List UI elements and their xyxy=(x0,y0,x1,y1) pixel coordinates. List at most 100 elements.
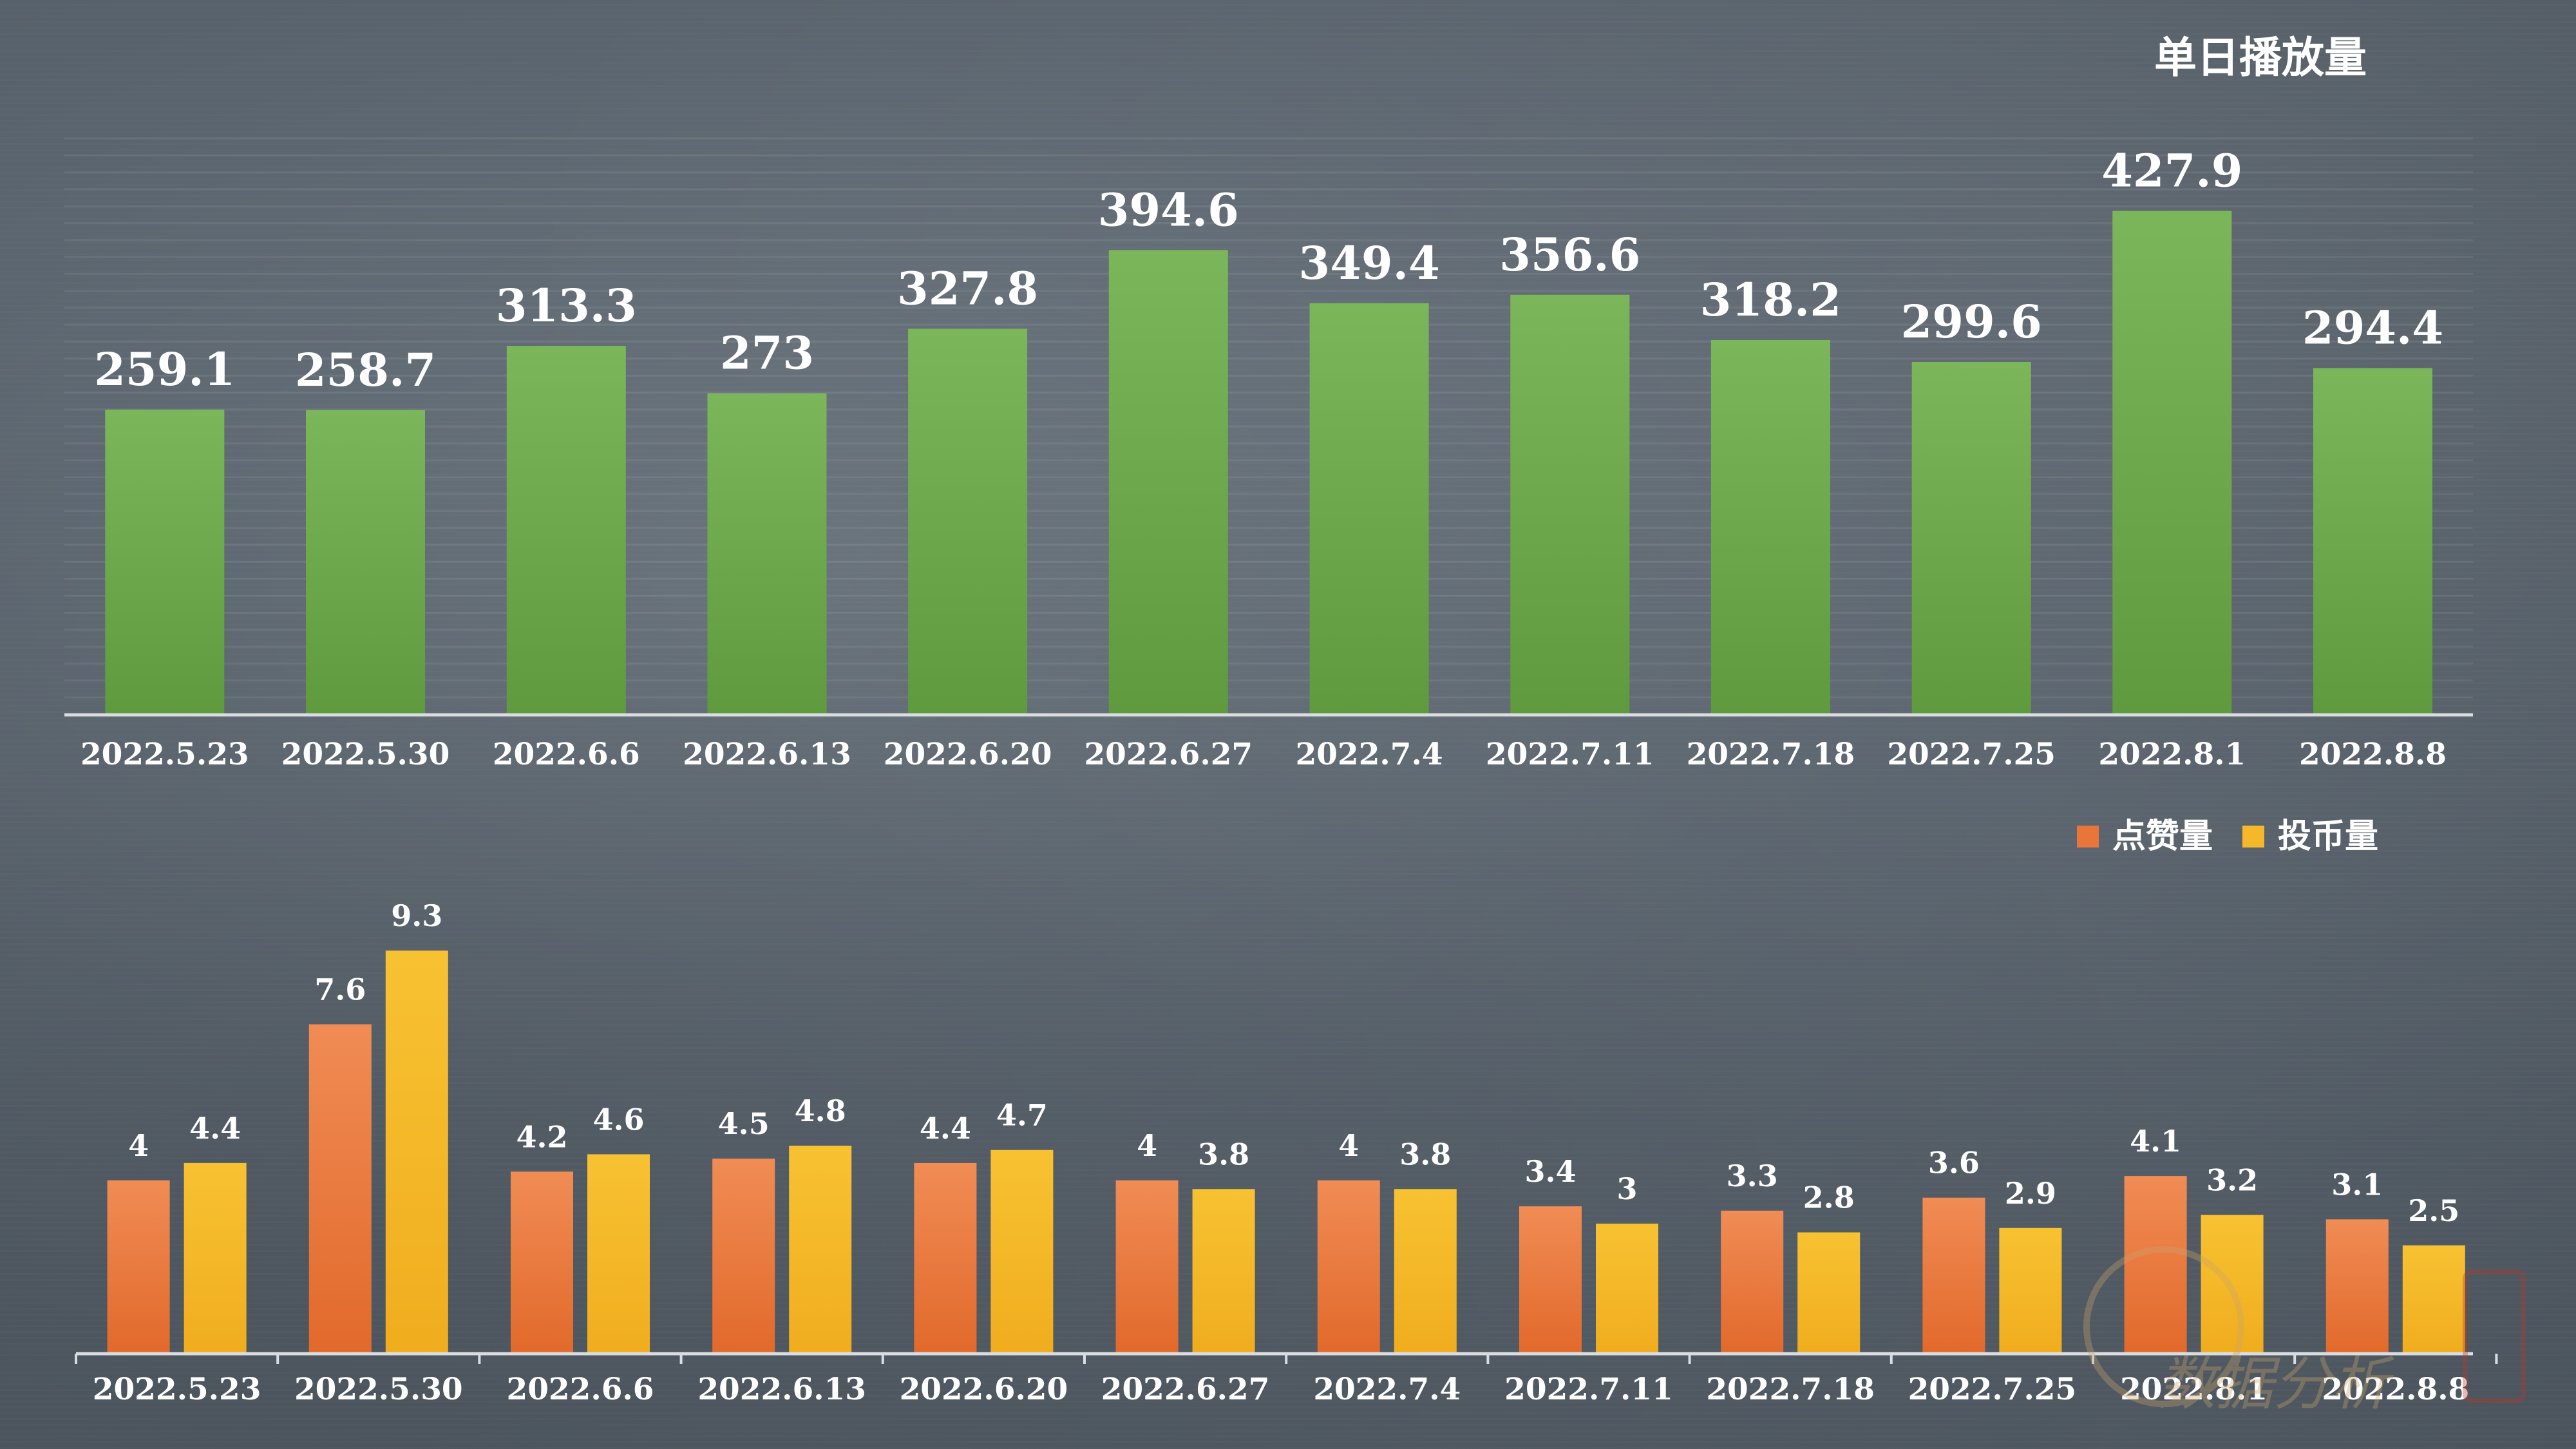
value-label-play-2022.6.27: 394.6 xyxy=(1098,183,1239,236)
value-label-likes-2022.5.30: 7.6 xyxy=(314,972,366,1007)
bar-coins-2022.6.27 xyxy=(1192,1189,1255,1354)
bar-likes-2022.5.30 xyxy=(308,1024,372,1354)
bar-coins-2022.5.23 xyxy=(184,1162,247,1354)
bar-coins-2022.6.6 xyxy=(587,1154,650,1354)
bar-likes-2022.7.25 xyxy=(1922,1197,1985,1354)
bottom-chart-category-separators xyxy=(75,1354,2498,1364)
value-label-play-2022.8.8: 294.4 xyxy=(2302,301,2443,355)
bar-coins-2022.7.11 xyxy=(1596,1224,1658,1354)
watermark-logo: 数据分析 xyxy=(2083,1246,2526,1418)
top-chart-tick-labels: 2022.5.23 2022.5.30 2022.6.6 2022.6.13 2022.… xyxy=(80,737,2447,772)
tick-label-bottom-2022.7.4: 2022.7.4 xyxy=(1313,1372,1461,1407)
tick-label-top-2022.6.6: 2022.6.6 xyxy=(493,737,640,772)
bar-play-2022.7.11 xyxy=(1510,294,1630,715)
value-label-play-2022.7.4: 349.4 xyxy=(1298,236,1439,290)
tick-label-bottom-2022.7.11: 2022.7.11 xyxy=(1504,1372,1673,1407)
bottom-chart-bars xyxy=(107,951,2465,1354)
value-label-coins-2022.7.18: 2.8 xyxy=(1803,1180,1855,1215)
top-chart-value-labels: 259.1 258.7 313.3 273 327.8 394.6 349.4 356.6 31… xyxy=(94,144,2443,396)
tick-label-bottom-2022.8.8: 2022.8.8 xyxy=(2322,1372,2469,1407)
top-chart-bars xyxy=(105,211,2432,715)
value-label-play-2022.5.30: 258.7 xyxy=(295,343,436,397)
value-label-coins-2022.5.23: 4.4 xyxy=(189,1111,241,1146)
bar-coins-2022.5.30 xyxy=(385,951,448,1354)
bar-likes-2022.6.13 xyxy=(712,1159,775,1354)
legend-swatch-coins xyxy=(2242,826,2264,848)
value-label-likes-2022.7.18: 3.3 xyxy=(1727,1159,1778,1193)
value-label-coins-2022.6.6: 4.6 xyxy=(592,1102,644,1137)
bar-play-2022.5.30 xyxy=(306,410,425,715)
legend-label-coins: 投币量 xyxy=(2278,817,2378,856)
tick-label-top-2022.7.4: 2022.7.4 xyxy=(1296,737,1443,772)
bar-play-2022.8.1 xyxy=(2112,211,2232,715)
value-label-coins-2022.5.30: 9.3 xyxy=(391,898,442,933)
value-label-likes-2022.7.25: 3.6 xyxy=(1928,1146,1980,1180)
value-label-play-2022.7.18: 318.2 xyxy=(1700,273,1841,327)
bar-likes-2022.6.6 xyxy=(511,1171,573,1354)
tick-label-top-2022.7.25: 2022.7.25 xyxy=(1887,737,2056,772)
bar-likes-2022.7.11 xyxy=(1519,1206,1582,1354)
top-chart-title: 单日播放量 xyxy=(2154,33,2367,82)
value-label-play-2022.7.25: 299.6 xyxy=(1901,295,2042,348)
legend-swatch-likes xyxy=(2077,826,2099,848)
bottom-chart-value-labels: 4 4.4 7.6 9.3 4.2 4.6 4.5 4.8 4.4 4.7 4 3.8 4 3.8 3.4 3… xyxy=(128,898,2459,1228)
value-label-play-2022.5.23: 259.1 xyxy=(94,343,235,396)
bar-coins-2022.7.25 xyxy=(1999,1227,2062,1354)
bar-likes-2022.5.23 xyxy=(107,1180,170,1354)
bar-play-2022.6.27 xyxy=(1108,250,1228,715)
bar-coins-2022.7.4 xyxy=(1394,1189,1457,1354)
tick-label-bottom-2022.7.18: 2022.7.18 xyxy=(1706,1372,1875,1407)
bottom-chart-tick-labels: 2022.5.23 2022.5.30 2022.6.6 2022.6.13 2022.… xyxy=(93,1372,2470,1407)
value-label-likes-2022.6.20: 4.4 xyxy=(920,1111,971,1146)
tick-label-bottom-2022.6.13: 2022.6.13 xyxy=(697,1372,866,1407)
value-label-likes-2022.6.27: 4 xyxy=(1137,1128,1157,1163)
bar-coins-2022.8.1 xyxy=(2201,1215,2264,1354)
value-label-likes-2022.8.1: 4.1 xyxy=(2130,1124,2181,1159)
bar-coins-2022.8.8 xyxy=(2402,1245,2465,1354)
top-chart-gridlines xyxy=(64,137,2473,715)
watermark-text: 数据分析 xyxy=(2157,1350,2395,1418)
bar-play-2022.6.6 xyxy=(506,346,626,715)
value-label-likes-2022.5.23: 4 xyxy=(128,1128,149,1163)
bar-play-2022.8.8 xyxy=(2313,368,2432,715)
bar-play-2022.5.23 xyxy=(105,410,225,715)
bar-play-2022.7.25 xyxy=(1911,362,2031,715)
tick-label-top-2022.6.13: 2022.6.13 xyxy=(683,737,851,772)
tick-label-bottom-2022.5.30: 2022.5.30 xyxy=(294,1372,463,1407)
value-label-coins-2022.6.27: 3.8 xyxy=(1198,1137,1249,1171)
bottom-chart-legend: 点赞量 投币量 xyxy=(2077,817,2378,856)
value-label-coins-2022.7.11: 3 xyxy=(1616,1171,1637,1206)
value-label-likes-2022.7.4: 4 xyxy=(1338,1128,1359,1163)
legend-label-likes: 点赞量 xyxy=(2112,817,2213,856)
bar-play-2022.7.18 xyxy=(1710,340,1830,715)
tick-label-bottom-2022.6.27: 2022.6.27 xyxy=(1101,1372,1270,1407)
tick-label-top-2022.5.30: 2022.5.30 xyxy=(281,737,450,772)
tick-label-top-2022.8.8: 2022.8.8 xyxy=(2299,737,2447,772)
value-label-likes-2022.8.8: 3.1 xyxy=(2331,1167,2383,1202)
tick-label-top-2022.6.27: 2022.6.27 xyxy=(1084,737,1253,772)
value-label-play-2022.6.6: 313.3 xyxy=(496,279,637,332)
bar-likes-2022.7.4 xyxy=(1317,1180,1380,1354)
tick-label-top-2022.8.1: 2022.8.1 xyxy=(2098,737,2246,772)
bar-play-2022.7.4 xyxy=(1309,303,1429,715)
bar-coins-2022.6.13 xyxy=(789,1146,852,1354)
bar-likes-2022.6.20 xyxy=(914,1162,977,1354)
bar-coins-2022.7.18 xyxy=(1797,1232,1861,1354)
value-label-likes-2022.6.6: 4.2 xyxy=(516,1119,567,1154)
value-label-coins-2022.6.13: 4.8 xyxy=(795,1094,846,1128)
value-label-coins-2022.7.4: 3.8 xyxy=(1399,1137,1451,1171)
tick-label-bottom-2022.8.1: 2022.8.1 xyxy=(2120,1372,2268,1407)
tick-label-bottom-2022.5.23: 2022.5.23 xyxy=(93,1372,261,1407)
value-label-likes-2022.6.13: 4.5 xyxy=(718,1106,770,1141)
tick-label-top-2022.7.18: 2022.7.18 xyxy=(1687,737,1855,772)
value-label-coins-2022.6.20: 4.7 xyxy=(996,1098,1048,1133)
value-label-likes-2022.7.11: 3.4 xyxy=(1524,1154,1576,1189)
bar-likes-2022.7.18 xyxy=(1721,1210,1784,1354)
bar-likes-2022.8.8 xyxy=(2325,1219,2389,1354)
value-label-coins-2022.8.1: 3.2 xyxy=(2206,1163,2258,1198)
bar-play-2022.6.13 xyxy=(707,393,827,715)
value-label-play-2022.7.11: 356.6 xyxy=(1499,228,1640,281)
tick-label-top-2022.6.20: 2022.6.20 xyxy=(884,737,1052,772)
bar-coins-2022.6.20 xyxy=(990,1150,1054,1354)
